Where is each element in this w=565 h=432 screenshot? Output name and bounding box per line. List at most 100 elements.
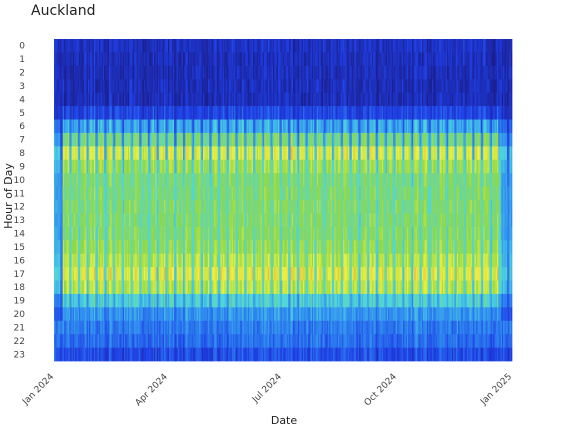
heatmap-cell <box>303 280 305 295</box>
heatmap-cell <box>104 92 106 107</box>
heatmap-cell <box>174 146 176 161</box>
heatmap-cell <box>310 226 313 241</box>
heatmap-cell <box>164 320 166 335</box>
heatmap-cell <box>192 200 195 214</box>
heatmap-cell <box>231 307 234 322</box>
heatmap-cell <box>90 307 92 322</box>
heatmap-cell <box>182 159 185 174</box>
heatmap-cell <box>150 173 152 187</box>
heatmap-cell <box>212 159 215 174</box>
heatmap-cell <box>221 159 224 174</box>
heatmap-cell <box>241 159 244 174</box>
heatmap-cell <box>84 159 86 174</box>
heatmap-cell <box>220 79 223 94</box>
heatmap-cell <box>280 307 283 322</box>
heatmap-cell <box>226 65 229 80</box>
heatmap-cell <box>276 119 279 134</box>
heatmap-cell <box>311 293 314 308</box>
heatmap-cell <box>226 334 229 348</box>
heatmap-cell <box>82 200 85 214</box>
heatmap-cell <box>280 106 283 120</box>
heatmap-cell <box>177 79 180 94</box>
heatmap-cell <box>211 159 214 174</box>
heatmap-cell <box>179 159 181 174</box>
heatmap-cell <box>129 213 131 228</box>
heatmap-cell <box>129 253 131 268</box>
heatmap-cell <box>283 159 285 174</box>
heatmap-cell <box>222 334 225 348</box>
heatmap-cell <box>296 92 299 107</box>
heatmap-cell <box>269 119 271 134</box>
heatmap-cell <box>222 146 225 161</box>
heatmap-cell <box>136 186 139 201</box>
heatmap-cell <box>80 213 82 228</box>
heatmap-cell <box>191 334 194 348</box>
heatmap-cell <box>106 320 109 335</box>
heatmap-cell <box>152 334 155 348</box>
heatmap-cell <box>303 92 305 107</box>
heatmap-cell <box>64 92 66 107</box>
heatmap-cell <box>255 240 258 255</box>
heatmap-cell <box>169 159 171 174</box>
heatmap-cell <box>200 119 203 134</box>
heatmap-cell <box>90 106 92 120</box>
heatmap-cell <box>149 334 151 348</box>
heatmap-cell <box>170 226 172 241</box>
heatmap-cell <box>220 65 223 80</box>
heatmap-cell <box>260 159 263 174</box>
heatmap-cell <box>120 240 122 255</box>
heatmap-cell <box>114 347 116 362</box>
heatmap-cell <box>196 347 199 362</box>
heatmap-cell <box>169 240 171 255</box>
heatmap-cell <box>212 280 215 295</box>
heatmap-cell <box>211 52 214 67</box>
heatmap-cell <box>222 92 225 107</box>
heatmap-cell <box>252 92 255 107</box>
heatmap-cell <box>284 132 286 147</box>
heatmap-cell <box>74 200 76 214</box>
heatmap-cell <box>190 79 192 94</box>
heatmap-cell <box>142 280 145 295</box>
heatmap-cell <box>70 106 72 120</box>
heatmap-cell <box>286 146 289 161</box>
heatmap-cell <box>137 186 140 201</box>
heatmap-cell <box>293 106 295 120</box>
heatmap-cell <box>206 320 209 335</box>
heatmap-cell <box>216 146 219 161</box>
heatmap-cell <box>247 52 250 67</box>
heatmap-cell <box>189 200 191 214</box>
heatmap-cell <box>59 92 61 107</box>
heatmap-cell <box>199 253 201 268</box>
heatmap-cell <box>72 280 75 295</box>
heatmap-cell <box>151 146 154 161</box>
heatmap-cell <box>200 320 203 335</box>
heatmap-cell <box>167 320 170 335</box>
heatmap-cell <box>164 226 166 241</box>
heatmap-cell <box>176 240 179 255</box>
heatmap-cell <box>76 52 79 67</box>
heatmap-cell <box>266 106 269 120</box>
heatmap-cell <box>232 226 235 241</box>
heatmap-cell <box>254 79 256 94</box>
heatmap-cell <box>212 173 215 187</box>
heatmap-cell <box>222 79 225 94</box>
heatmap-cell <box>144 119 146 134</box>
heatmap-cell <box>127 253 130 268</box>
heatmap-cell <box>281 79 284 94</box>
heatmap-cell <box>222 200 225 214</box>
heatmap-cell <box>214 267 216 281</box>
heatmap-cell <box>92 334 95 348</box>
heatmap-cell <box>66 293 69 308</box>
heatmap-cell <box>64 119 66 134</box>
heatmap-cell <box>197 173 200 187</box>
heatmap-cell <box>205 226 208 241</box>
heatmap-cell <box>166 132 169 147</box>
heatmap-cell <box>217 320 220 335</box>
heatmap-cell <box>214 92 216 107</box>
heatmap-cell <box>97 92 100 107</box>
heatmap-cell <box>306 159 309 174</box>
heatmap-cell <box>271 52 274 67</box>
heatmap-cell <box>249 106 251 120</box>
heatmap-cell <box>85 307 87 322</box>
heatmap-cell <box>86 106 89 120</box>
